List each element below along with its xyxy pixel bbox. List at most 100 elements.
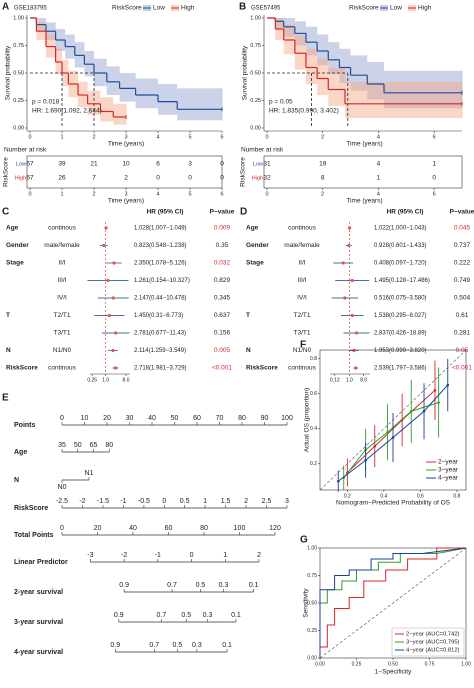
confidence-band xyxy=(135,78,158,109)
ci-label: 1.495(0.128−17.486) xyxy=(374,278,430,284)
column-header: HR (95% CI) xyxy=(147,209,184,216)
variable-label: Stage xyxy=(6,260,24,267)
y-axis-label: Sensitivity xyxy=(303,588,310,618)
risk-count: 0 xyxy=(188,175,192,182)
panel-letter: D xyxy=(240,207,247,218)
y-tick-label: 1.00 xyxy=(13,15,24,21)
confidence-band xyxy=(275,18,284,29)
x-tick-label: 0.25 xyxy=(87,377,97,383)
risk-count: 67 xyxy=(26,175,34,182)
y-tick-label: 0.50 xyxy=(250,70,261,76)
scale-label: 60 xyxy=(165,525,173,532)
annotation: HR: 1.690(1.092, 2.644) xyxy=(32,108,102,115)
annotation: HR: 1.835(0.990, 3.402) xyxy=(269,108,339,115)
row-label: Low xyxy=(253,161,263,167)
x-axis-label: Time (years) xyxy=(346,198,382,205)
variable-label: Age xyxy=(6,225,19,232)
scale-label: 0 xyxy=(60,415,64,422)
hr-point xyxy=(350,313,354,318)
calibration-point xyxy=(446,383,450,387)
x-axis-label: Time (years) xyxy=(108,141,144,148)
scale-label: 20 xyxy=(94,525,102,532)
row-label: 3-year survival xyxy=(14,619,63,626)
scale-label: -3 xyxy=(87,552,93,559)
x-tick-label: 0.2 xyxy=(344,493,351,499)
level-label: continous xyxy=(48,365,77,372)
level-label: male/female xyxy=(44,242,80,249)
scale-label: 60 xyxy=(193,415,201,422)
x-tick-label: 1 xyxy=(60,134,63,140)
x-tick-label: 0.50 xyxy=(388,661,398,667)
level-label: continous xyxy=(288,225,317,232)
calibration-point xyxy=(437,401,440,404)
confidence-band xyxy=(350,55,368,91)
y-tick-label: 0.50 xyxy=(13,70,24,76)
legend-label: 2−year (AUC=0.742) xyxy=(406,632,460,638)
confidence-band xyxy=(345,81,462,119)
hr-point xyxy=(352,348,356,353)
level-label: II/I xyxy=(298,260,305,267)
scale-label: 120 xyxy=(269,525,281,532)
scale-label: 1 xyxy=(203,498,207,505)
ci-label: 0.928(0.601−1.433) xyxy=(374,243,427,249)
confidence-band xyxy=(196,88,222,121)
x-axis-label: Time (years) xyxy=(346,141,382,148)
level-label: III/I xyxy=(57,277,66,284)
column-header: HR (95% CI) xyxy=(387,209,424,216)
table-title: Number at risk xyxy=(241,147,284,154)
ci-label: 2.718(1.981−3.729) xyxy=(134,366,187,372)
column-header: P−value xyxy=(210,209,235,216)
variable-label: Gender xyxy=(6,242,29,249)
scale-label: 0.1 xyxy=(231,612,241,619)
scale-label: 2.5 xyxy=(262,498,272,505)
confidence-band xyxy=(177,88,197,121)
scale-label: -1 xyxy=(120,498,126,505)
x-tick-label: 0.4 xyxy=(380,493,387,499)
scale-label: 50 xyxy=(74,442,82,449)
x-tick-label: 0 xyxy=(28,191,31,197)
scale-label: 1 xyxy=(223,552,227,559)
x-tick-label: 4 xyxy=(156,134,159,140)
panel-letter: C xyxy=(2,207,9,218)
confidence-band xyxy=(158,84,178,115)
risk-count: 10 xyxy=(122,161,130,168)
x-tick-label: 1.0 xyxy=(102,377,109,383)
scale-label: 0.7 xyxy=(149,642,159,649)
annotation: p = 0.05 xyxy=(269,99,293,106)
scale-label: 70 xyxy=(216,415,224,422)
scale-label: 0.7 xyxy=(157,612,167,619)
risk-count: 26 xyxy=(58,175,66,182)
x-tick-label: 1 xyxy=(60,191,63,197)
x-tick-label: 0.25 xyxy=(352,661,362,667)
ci-label: 2.114(1.259−3.549) xyxy=(134,348,186,354)
ci-label: 1.538(0.295−8.027) xyxy=(374,313,427,319)
calibration-point xyxy=(391,436,395,439)
x-tick-label: 0 xyxy=(265,191,268,197)
row-label: Points xyxy=(14,422,35,429)
level-label: II/I xyxy=(58,260,65,267)
y-tick-label: 0.4 xyxy=(310,426,317,432)
hr-point xyxy=(354,366,358,370)
calibration-point xyxy=(373,444,377,448)
level-label: III/I xyxy=(297,277,306,284)
variable-label: Gender xyxy=(246,242,269,249)
p-value: 0.045 xyxy=(454,225,471,232)
p-value: <0.001 xyxy=(452,365,472,372)
legend-label: 4−year (AUC=0.812) xyxy=(406,648,460,654)
roc-curve xyxy=(319,547,467,658)
scale-label: 35 xyxy=(58,442,66,449)
risk-count: 19 xyxy=(319,161,327,168)
risk-count: 1 xyxy=(432,161,436,168)
risk-count: 0 xyxy=(156,175,160,182)
legend-label: High xyxy=(418,5,432,12)
ci-label: 0.408(0.097−1.720) xyxy=(374,261,427,267)
variable-label: T xyxy=(246,312,250,319)
ci-label: 0.516(0.075−3.580) xyxy=(374,296,427,302)
confidence-band xyxy=(328,67,345,106)
row-label: Low xyxy=(16,161,26,167)
ci-label: 1.261(0.154−10.327) xyxy=(134,278,190,284)
variable-label: RiskScore xyxy=(246,365,278,372)
row-label: 2-year survival xyxy=(14,589,63,596)
level-label: male/female xyxy=(284,242,320,249)
scale-label: 0.3 xyxy=(219,582,229,589)
